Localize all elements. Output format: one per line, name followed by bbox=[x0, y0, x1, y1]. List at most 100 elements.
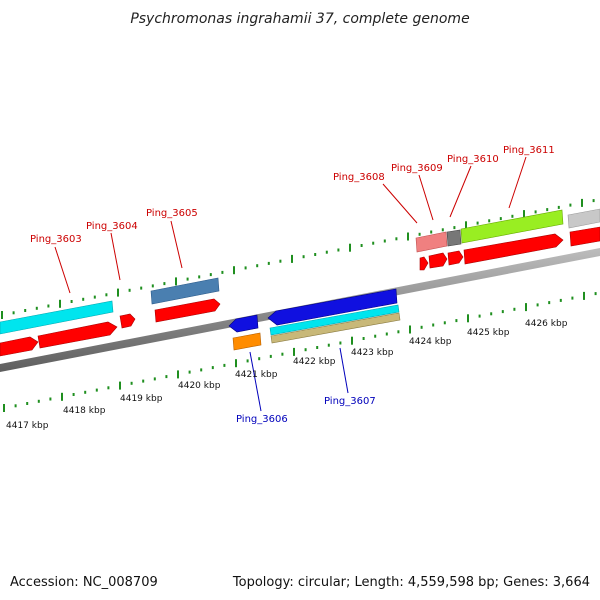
minor-tick bbox=[93, 295, 96, 299]
major-tick bbox=[177, 370, 179, 379]
minor-tick bbox=[47, 304, 50, 308]
minor-tick bbox=[221, 270, 224, 274]
gene-ping-3610[interactable] bbox=[460, 209, 564, 244]
cds-ping-3606[interactable] bbox=[232, 332, 262, 351]
scale-label: 4418 kbp bbox=[63, 406, 106, 416]
minor-tick bbox=[546, 208, 549, 212]
scale-label: 4426 kbp bbox=[525, 319, 568, 329]
major-tick bbox=[351, 336, 353, 345]
minor-tick bbox=[327, 343, 330, 347]
gene-label-ping-3604[interactable]: Ping_3604 bbox=[86, 221, 138, 232]
gene-ping-3607[interactable] bbox=[267, 288, 398, 326]
minor-tick bbox=[188, 370, 191, 374]
scale-label: 4423 kbp bbox=[351, 348, 394, 358]
upper-tick-row bbox=[1, 198, 595, 319]
minor-tick bbox=[70, 300, 73, 303]
minor-tick bbox=[397, 330, 400, 334]
minor-tick bbox=[279, 259, 282, 263]
scale-label: 4424 kbp bbox=[409, 337, 452, 347]
minor-tick bbox=[501, 310, 504, 314]
minor-tick bbox=[420, 325, 423, 329]
major-tick bbox=[349, 243, 351, 252]
major-tick bbox=[409, 325, 411, 334]
minor-tick bbox=[548, 301, 551, 305]
minor-tick bbox=[153, 377, 156, 381]
major-tick bbox=[3, 404, 5, 412]
major-tick bbox=[175, 277, 177, 286]
gene-label-ping-3608[interactable]: Ping_3608 bbox=[333, 172, 385, 183]
gene-label-ping-3611[interactable]: Ping_3611 bbox=[503, 145, 555, 156]
major-tick bbox=[583, 291, 585, 300]
map-title: Psychromonas ingrahamii 37, complete gen… bbox=[130, 11, 469, 27]
minor-tick bbox=[362, 337, 365, 340]
cds-arrow-ping-3604[interactable] bbox=[119, 313, 136, 329]
minor-tick bbox=[418, 232, 421, 236]
cds-ping-3607[interactable] bbox=[269, 304, 400, 336]
cds-arrow-ping-3609[interactable] bbox=[428, 252, 448, 269]
gene-label-ping-3607[interactable]: Ping_3607 bbox=[324, 396, 376, 407]
cds-arrow-ping-3605[interactable] bbox=[154, 298, 221, 323]
gene-ping-3606[interactable] bbox=[228, 314, 259, 333]
minor-tick bbox=[163, 282, 166, 286]
gene-label-ping-3609[interactable]: Ping_3609 bbox=[391, 163, 443, 174]
minor-tick bbox=[200, 368, 203, 372]
minor-tick bbox=[557, 205, 560, 209]
minor-tick bbox=[441, 228, 444, 232]
minor-tick bbox=[569, 203, 572, 207]
minor-tick bbox=[314, 253, 317, 256]
top-gene-labels: Ping_3603 Ping_3604 Ping_3605 Ping_3608 … bbox=[30, 145, 555, 245]
scale-label: 4417 kbp bbox=[6, 421, 49, 431]
minor-tick bbox=[478, 314, 481, 318]
minor-tick bbox=[142, 379, 145, 383]
major-tick bbox=[59, 299, 61, 308]
gene-label-ping-3603[interactable]: Ping_3603 bbox=[30, 234, 82, 245]
gene-label-ping-3610[interactable]: Ping_3610 bbox=[447, 154, 499, 165]
major-tick bbox=[61, 392, 63, 401]
gene-ping-3605[interactable] bbox=[150, 277, 220, 305]
major-tick bbox=[235, 359, 237, 368]
bottom-gene-labels: Ping_3606 Ping_3607 bbox=[236, 396, 376, 425]
minor-tick bbox=[128, 288, 131, 292]
major-tick bbox=[465, 221, 467, 230]
minor-tick bbox=[443, 321, 446, 325]
minor-tick bbox=[49, 397, 52, 401]
minor-tick bbox=[256, 264, 259, 268]
major-tick bbox=[233, 266, 235, 275]
cds-arrow-ping-3611[interactable] bbox=[463, 233, 564, 265]
gene-ping-3609[interactable] bbox=[446, 229, 462, 247]
accession-text: Accession: NC_008709 bbox=[10, 575, 158, 590]
major-tick bbox=[467, 314, 469, 323]
gene-label-ping-3606[interactable]: Ping_3606 bbox=[236, 414, 288, 425]
minor-tick bbox=[281, 352, 284, 356]
scale-label: 4425 kbp bbox=[467, 328, 510, 338]
major-tick bbox=[525, 303, 527, 312]
minor-tick bbox=[26, 402, 29, 405]
cds-arrow-ping-3603[interactable] bbox=[37, 321, 118, 349]
gene-offscreen-right[interactable] bbox=[567, 208, 600, 229]
minor-tick bbox=[395, 237, 398, 241]
major-tick bbox=[1, 311, 3, 319]
minor-tick bbox=[534, 210, 537, 214]
minor-tick bbox=[490, 312, 493, 316]
minor-tick bbox=[316, 346, 319, 349]
minor-tick bbox=[511, 214, 514, 218]
gene-label-ping-3605[interactable]: Ping_3605 bbox=[146, 208, 198, 219]
minor-tick bbox=[12, 311, 15, 315]
minor-tick bbox=[325, 250, 328, 254]
minor-tick bbox=[35, 306, 38, 310]
minor-tick bbox=[211, 366, 214, 370]
minor-tick bbox=[95, 388, 98, 392]
cds-arrow-left-1[interactable] bbox=[0, 336, 39, 357]
scale-label: 4420 kbp bbox=[178, 381, 221, 391]
minor-tick bbox=[592, 199, 595, 203]
minor-tick bbox=[186, 277, 189, 281]
gene-ping-3608[interactable] bbox=[415, 231, 448, 253]
cds-arrow-offscreen-right[interactable] bbox=[569, 226, 600, 247]
minor-tick bbox=[455, 319, 458, 323]
cds-arrow-ping-3610a[interactable] bbox=[447, 250, 464, 266]
cds-arrow-ping-3608[interactable] bbox=[419, 256, 429, 271]
gene-ping-3603[interactable] bbox=[0, 300, 114, 335]
misc-feature-ping-3607[interactable] bbox=[270, 312, 401, 344]
major-tick bbox=[581, 198, 583, 207]
